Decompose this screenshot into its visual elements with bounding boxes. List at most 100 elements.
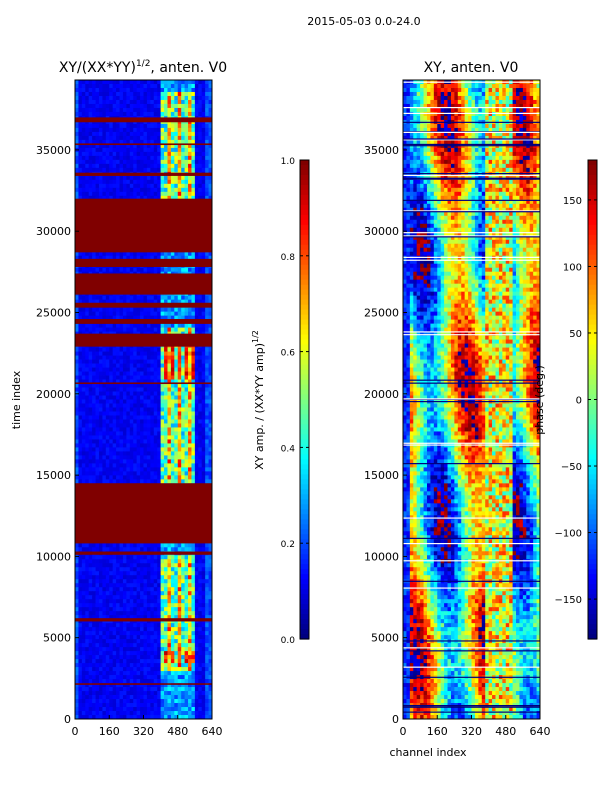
left-heatmap-cell [157,463,162,468]
left-heatmap-cell [184,575,189,580]
left-heatmap-cell [105,195,110,201]
left-heatmap-cell [205,143,209,149]
left-heatmap-cell [167,431,172,436]
left-heatmap-cell [201,179,206,185]
left-heatmap-cell [109,123,114,129]
left-heatmap-cell [146,439,151,444]
left-heatmap-cell [153,99,158,105]
left-heatmap-cell [177,415,182,420]
left-heatmap-cell [109,195,114,201]
left-heatmap-cell [188,175,192,181]
left-heatmap-cell [133,367,138,372]
left-heatmap-cell [150,399,155,404]
left-heatmap-cell [98,191,103,197]
left-heatmap-cell [143,307,148,313]
left-heatmap-cell [157,87,162,93]
left-heatmap-cell [85,423,90,428]
left-heatmap-cell [146,195,151,201]
left-heatmap-cell [164,407,168,412]
left-heatmap-cell [153,179,158,185]
left-heatmap-cell [102,159,107,165]
left-heatmap-cell [191,187,196,193]
left-heatmap-cell [167,103,172,109]
left-heatmap-cell [85,431,90,436]
left-heatmap-cell [133,107,138,113]
left-heatmap-cell [188,387,192,392]
left-heatmap-cell [194,559,199,564]
left-heatmap-cell [140,547,144,552]
left-heatmap-cell [164,395,168,400]
left-heatmap-cell [181,139,185,145]
left-heatmap-cell [146,311,151,317]
left-heatmap-cell [157,267,162,273]
left-heatmap-cell [109,251,114,257]
left-heatmap-cell [119,323,124,329]
left-heatmap-cell [201,427,206,432]
left-heatmap-cell [126,479,131,484]
left-heatmap-cell [133,167,138,173]
left-heatmap-cell [109,395,114,400]
left-heatmap-cell [126,255,131,261]
left-heatmap-cell [191,80,196,85]
left-heatmap-cell [85,131,90,137]
left-heatmap-cell [81,87,86,93]
left-heatmap-cell [109,439,114,444]
left-heatmap-cell [146,295,151,301]
left-heatmap-cell [208,159,213,165]
left-heatmap-cell [119,267,124,273]
left-heatmap-cell [208,135,213,141]
left-heatmap-cell [75,559,79,564]
left-heatmap-cell [188,435,192,440]
left-heatmap-cell [88,183,93,189]
left-heatmap-cell [208,315,213,321]
left-heatmap-cell [167,87,172,93]
left-heatmap-cell [174,471,179,476]
left-heatmap-cell [105,451,110,456]
left-heatmap-cell [153,431,158,436]
left-heatmap-cell [153,403,158,408]
left-heatmap-cell [184,387,189,392]
left-heatmap-cell [105,403,110,408]
left-heatmap-cell [188,559,192,564]
left-heatmap-cell [122,187,127,193]
left-heatmap-cell [140,323,144,329]
left-heatmap-cell [105,471,110,476]
left-heatmap-cell [191,371,196,376]
left-heatmap-cell [112,455,117,460]
left-heatmap-cell [92,80,96,85]
left-heatmap-cell [184,355,189,360]
left-heatmap-cell [188,403,192,408]
left-heatmap-cell [78,375,83,380]
left-heatmap-cell [85,559,90,564]
left-heatmap-cell [146,387,151,392]
left-heatmap-cell [201,80,206,85]
left-heatmap-cell [174,575,179,580]
left-heatmap-cell [174,179,179,185]
left-heatmap-cell [208,99,213,105]
left-heatmap-cell [157,471,162,476]
left-heatmap-cell [129,299,134,305]
left-heatmap-cell [201,375,206,380]
left-heatmap-cell [88,359,93,364]
left-heatmap-cell [150,143,155,149]
left-heatmap-cell [205,383,209,388]
left-heatmap-cell [184,347,189,352]
left-heatmap-cell [122,351,127,356]
left-heatmap-cell [136,131,141,137]
left-heatmap-cell [188,451,192,456]
left-heatmap-cell [201,547,206,552]
left-heatmap-cell [160,80,165,85]
left-heatmap-cell [116,379,120,384]
left-heatmap-cell [136,183,141,189]
left-heatmap-cell [164,95,168,101]
left-heatmap-cell [205,179,209,185]
left-heatmap-cell [201,307,206,313]
left-heatmap-cell [85,255,90,261]
left-heatmap-cell [157,455,162,460]
left-heatmap-cell [174,571,179,576]
left-heatmap-cell [184,83,189,89]
left-heatmap-cell [126,411,131,416]
left-heatmap-cell [126,439,131,444]
left-heatmap-cell [92,447,96,452]
left-heatmap-cell [143,351,148,356]
